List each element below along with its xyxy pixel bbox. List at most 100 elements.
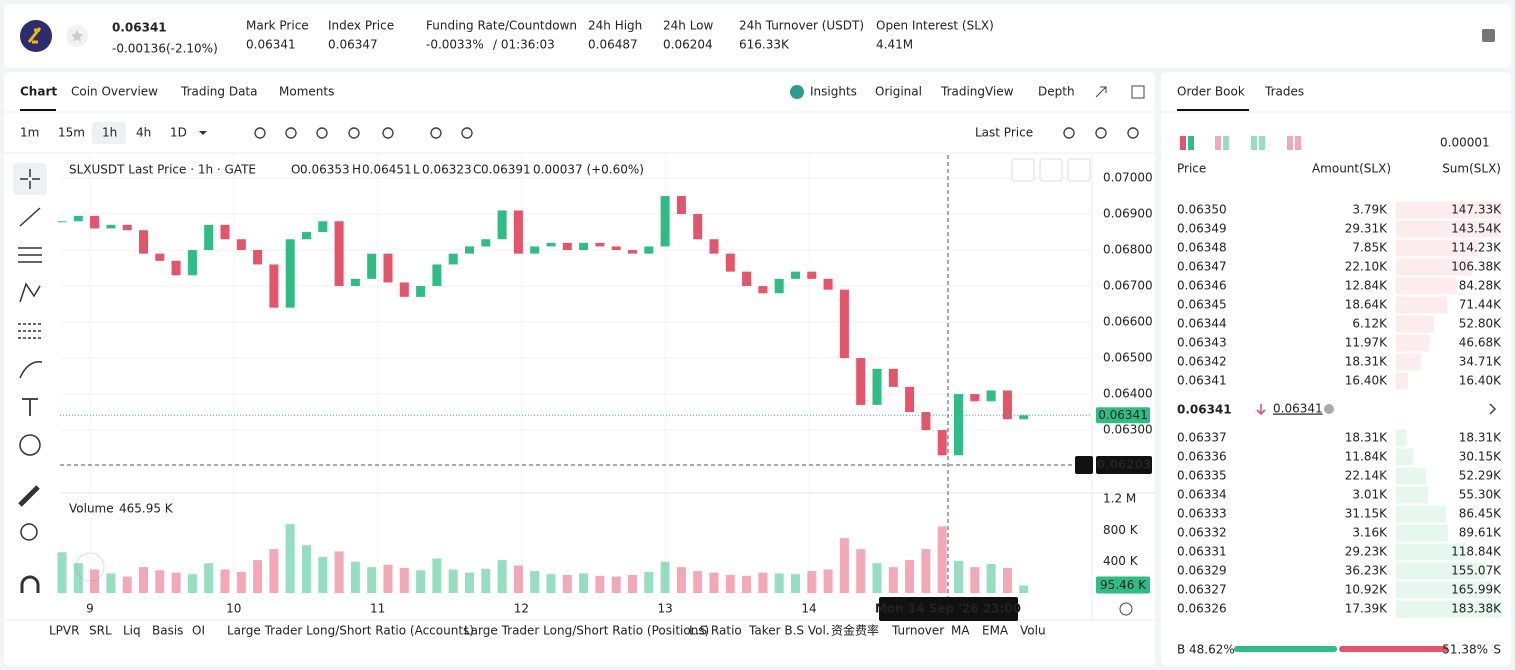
ob-price[interactable]: 0.06343 bbox=[1177, 336, 1227, 350]
text-tool[interactable] bbox=[22, 398, 38, 416]
ob-price[interactable]: 0.06329 bbox=[1177, 564, 1227, 578]
menu-icon[interactable] bbox=[1482, 29, 1495, 42]
view-mode[interactable] bbox=[1251, 136, 1257, 150]
fib-tool[interactable] bbox=[18, 247, 42, 263]
crosshair-tool[interactable] bbox=[20, 169, 40, 189]
ob-price[interactable]: 0.06344 bbox=[1177, 317, 1227, 331]
view-mode[interactable] bbox=[1223, 136, 1229, 150]
interval[interactable]: 15m bbox=[58, 126, 85, 140]
brush-tool[interactable] bbox=[19, 361, 43, 379]
line-tool[interactable] bbox=[19, 207, 41, 227]
view-tab[interactable]: Insights bbox=[810, 85, 857, 99]
interval[interactable]: 1D bbox=[170, 126, 187, 140]
col-head: Price bbox=[1177, 162, 1206, 176]
view-mode[interactable] bbox=[1287, 136, 1293, 150]
pattern-tool[interactable] bbox=[19, 282, 41, 303]
candle bbox=[285, 239, 295, 308]
ob-price[interactable]: 0.06348 bbox=[1177, 241, 1227, 255]
chart-button[interactable] bbox=[1011, 158, 1035, 182]
indicator[interactable]: Large Trader Long/Short Ratio (Accounts) bbox=[227, 624, 474, 638]
view-tab[interactable]: TradingView bbox=[940, 85, 1014, 99]
indicator[interactable]: Turnover bbox=[891, 624, 944, 638]
interval[interactable]: 4h bbox=[136, 126, 151, 140]
indicator[interactable]: L.S Ratio bbox=[689, 624, 742, 638]
crosshair-tag bbox=[1096, 455, 1152, 474]
indicator[interactable]: Volu bbox=[1020, 624, 1046, 638]
view-mode[interactable] bbox=[1295, 136, 1301, 150]
view-mode[interactable] bbox=[1180, 136, 1186, 150]
toolbar-icon[interactable] bbox=[430, 127, 442, 139]
toolbar-icon[interactable] bbox=[1127, 127, 1139, 139]
chevron[interactable] bbox=[1489, 403, 1497, 415]
expand[interactable] bbox=[1095, 86, 1107, 98]
tab[interactable]: Trading Data bbox=[180, 85, 258, 99]
stat-label: 24h Turnover (USDT) bbox=[739, 19, 864, 33]
indicator[interactable]: SRL bbox=[89, 624, 112, 638]
ob-price[interactable]: 0.06346 bbox=[1177, 279, 1227, 293]
ob-price[interactable]: 0.06326 bbox=[1177, 602, 1227, 616]
ob-price[interactable]: 0.06345 bbox=[1177, 298, 1227, 312]
emoji-tool[interactable] bbox=[19, 434, 41, 456]
interval[interactable]: 1h bbox=[102, 126, 117, 140]
toolbar-icon[interactable] bbox=[316, 127, 328, 139]
ob-price[interactable]: 0.06327 bbox=[1177, 583, 1227, 597]
indicator[interactable]: Taker B.S Vol. bbox=[748, 624, 830, 638]
indicator[interactable]: OI bbox=[192, 624, 205, 638]
toolbar-icon[interactable] bbox=[285, 127, 297, 139]
ob-price[interactable]: 0.06331 bbox=[1177, 545, 1227, 559]
settings[interactable] bbox=[1119, 602, 1133, 616]
ob-price[interactable]: 0.06332 bbox=[1177, 526, 1227, 540]
ob-price[interactable]: 0.06341 bbox=[1177, 374, 1227, 388]
chart-button[interactable] bbox=[1039, 158, 1063, 182]
view-tab[interactable]: Depth bbox=[1038, 85, 1075, 99]
volume-bar bbox=[399, 567, 409, 593]
toolbar-icon[interactable] bbox=[348, 127, 360, 139]
ob-price[interactable]: 0.06342 bbox=[1177, 355, 1227, 369]
last-price-label: 0.06341 bbox=[1098, 408, 1148, 422]
indicator[interactable]: 资金费率 bbox=[831, 623, 879, 638]
ob-tab[interactable]: Order Book bbox=[1177, 85, 1245, 99]
ob-price[interactable]: 0.06334 bbox=[1177, 488, 1227, 502]
ob-price[interactable]: 0.06350 bbox=[1177, 203, 1227, 217]
fullscreen[interactable] bbox=[1131, 85, 1145, 99]
indicator[interactable]: Basis bbox=[152, 624, 183, 638]
candle bbox=[644, 246, 654, 254]
magnet-tool[interactable] bbox=[20, 575, 40, 593]
tab[interactable]: Chart bbox=[20, 85, 57, 99]
tab[interactable]: Coin Overview bbox=[71, 85, 158, 99]
ob-price[interactable]: 0.06347 bbox=[1177, 260, 1227, 274]
view-mode[interactable] bbox=[1215, 136, 1221, 150]
indicator[interactable]: EMA bbox=[982, 624, 1009, 638]
ob-amount: 7.85K bbox=[1352, 241, 1388, 255]
toolbar-icon[interactable] bbox=[382, 127, 394, 139]
toolbar-icon[interactable] bbox=[1063, 127, 1075, 139]
indicator[interactable]: MA bbox=[951, 624, 970, 638]
view-mode[interactable] bbox=[1188, 136, 1194, 150]
indicator[interactable]: LPVR bbox=[49, 624, 79, 638]
precision[interactable]: 0.00001 bbox=[1440, 136, 1490, 150]
crosshair-add[interactable] bbox=[1075, 455, 1093, 474]
projection-tool[interactable] bbox=[18, 323, 42, 339]
interval[interactable]: 1m bbox=[20, 126, 39, 140]
price-type[interactable]: Last Price bbox=[975, 126, 1033, 140]
tool-active[interactable] bbox=[13, 163, 47, 195]
zoom-tool[interactable] bbox=[20, 523, 38, 541]
ob-price[interactable]: 0.06336 bbox=[1177, 450, 1227, 464]
toolbar-icon[interactable] bbox=[461, 127, 473, 139]
view-mode[interactable] bbox=[1259, 136, 1265, 150]
tab[interactable]: Moments bbox=[279, 85, 334, 99]
toolbar-icon[interactable] bbox=[254, 127, 266, 139]
chart-button[interactable] bbox=[1067, 158, 1091, 182]
ob-price[interactable]: 0.06333 bbox=[1177, 507, 1227, 521]
ob-price[interactable]: 0.06335 bbox=[1177, 469, 1227, 483]
indicator[interactable]: Liq bbox=[123, 624, 141, 638]
view-tab[interactable]: Original bbox=[875, 85, 922, 99]
indicator[interactable]: Large Trader Long/Short Ratio (Positions… bbox=[464, 624, 709, 638]
ob-price[interactable]: 0.06337 bbox=[1177, 431, 1227, 445]
y-tick-label: 0.07000 bbox=[1103, 171, 1153, 185]
ob-price[interactable]: 0.06349 bbox=[1177, 222, 1227, 236]
toolbar-icon[interactable] bbox=[1095, 127, 1107, 139]
ruler-tool[interactable] bbox=[18, 485, 40, 507]
ob-tab[interactable]: Trades bbox=[1264, 85, 1304, 99]
volume-bar bbox=[448, 569, 458, 593]
